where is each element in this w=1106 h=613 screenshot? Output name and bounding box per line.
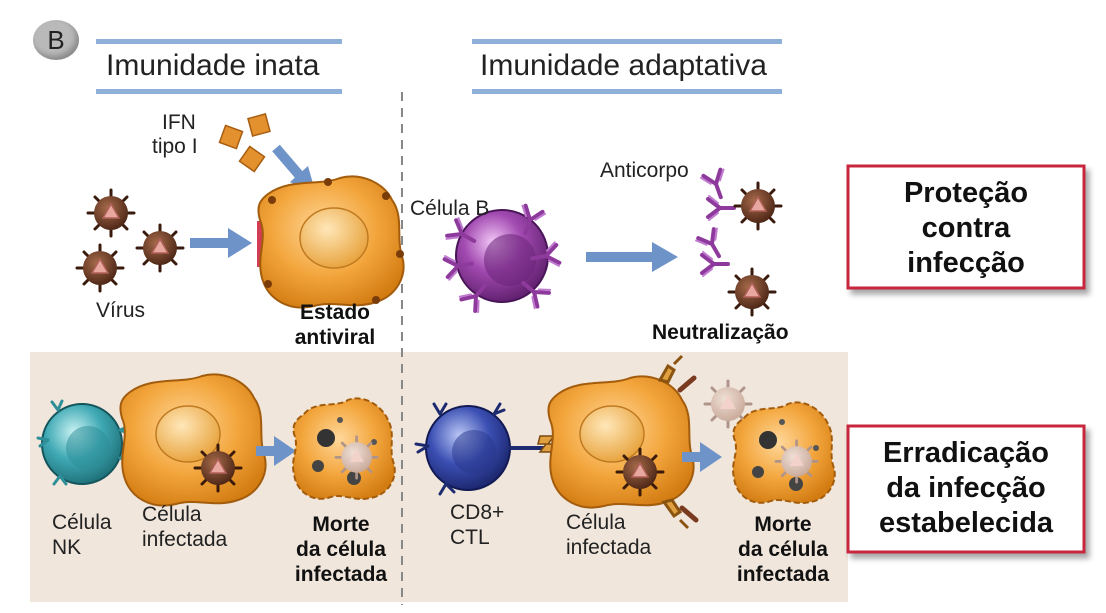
virus-particles: [75, 188, 185, 293]
b-cell: [442, 202, 562, 315]
panel-letter-badge: B: [33, 20, 79, 60]
virus-label: Vírus: [96, 299, 146, 322]
infected-cell-ctl-label-line2: infectada: [566, 536, 652, 559]
innate-header-bars: [96, 39, 342, 94]
dying-cell-ctl: [732, 401, 836, 504]
adaptive-header-bars: [472, 39, 782, 94]
death-label-line3: infectada: [294, 563, 388, 586]
nk-kill-arrow: [256, 436, 296, 466]
protection-line3: infecção: [907, 246, 1025, 279]
death-ctl-label-line3: infectada: [736, 563, 830, 586]
eradication-box-text: Erradicação da infecção estabelecida: [848, 436, 1084, 540]
eradication-line1: Erradicação: [882, 437, 1050, 469]
infected-cell-label-line2: infectada: [142, 528, 228, 551]
b-cell-label: Célula B: [410, 197, 490, 220]
antiviral-cell: [257, 175, 405, 309]
neutralization-label: Neutralização: [652, 321, 789, 344]
ctl-cell: [414, 402, 548, 496]
ifn-squares: [218, 113, 271, 173]
dying-cell-nk: [292, 397, 396, 500]
protection-line1: Proteção: [903, 177, 1029, 209]
infected-cell-ctl: [547, 354, 699, 530]
nk-label-line1: Célula: [52, 511, 112, 534]
neutralization-arrow: [586, 242, 678, 272]
protection-box: [846, 164, 1086, 290]
antiviral-state-label-line1: Estado: [299, 301, 370, 324]
innate-immunity-header: Imunidade inata: [106, 49, 320, 82]
protection-box-text: Proteção contra infecção: [848, 176, 1084, 280]
ctl-label-line2: CTL: [450, 526, 490, 549]
antiviral-state-label-line2: antiviral: [294, 326, 376, 349]
infected-cell-nk: [119, 373, 267, 507]
ifn-label-line1: IFN: [162, 111, 196, 134]
eradication-line2: da infecção: [886, 471, 1046, 504]
infected-cell-ctl-label-line1: Célula: [566, 511, 626, 534]
nk-cell: [36, 399, 132, 486]
death-ctl-label-line2: da célula: [738, 538, 828, 561]
death-label-line1: Morte: [312, 513, 370, 536]
ifn-label-line2: tipo I: [152, 135, 198, 158]
antibody-label: Anticorpo: [600, 159, 689, 182]
death-ctl-label-line1: Morte: [754, 513, 812, 536]
protection-line2: contra: [921, 211, 1011, 244]
neutralized-viruses: [693, 166, 783, 317]
eradication-box: [846, 424, 1086, 554]
death-label-line2: da célula: [296, 538, 386, 561]
infected-cell-label-line1: Célula: [142, 503, 202, 526]
nk-label-line2: NK: [52, 536, 82, 559]
block-arrow: [190, 221, 263, 267]
ctl-label-line1: CD8+: [450, 501, 505, 524]
ctl-kill-arrow: [682, 442, 722, 472]
eradication-line3: estabelecida: [878, 506, 1054, 539]
adaptive-immunity-header: Imunidade adaptativa: [480, 49, 767, 82]
